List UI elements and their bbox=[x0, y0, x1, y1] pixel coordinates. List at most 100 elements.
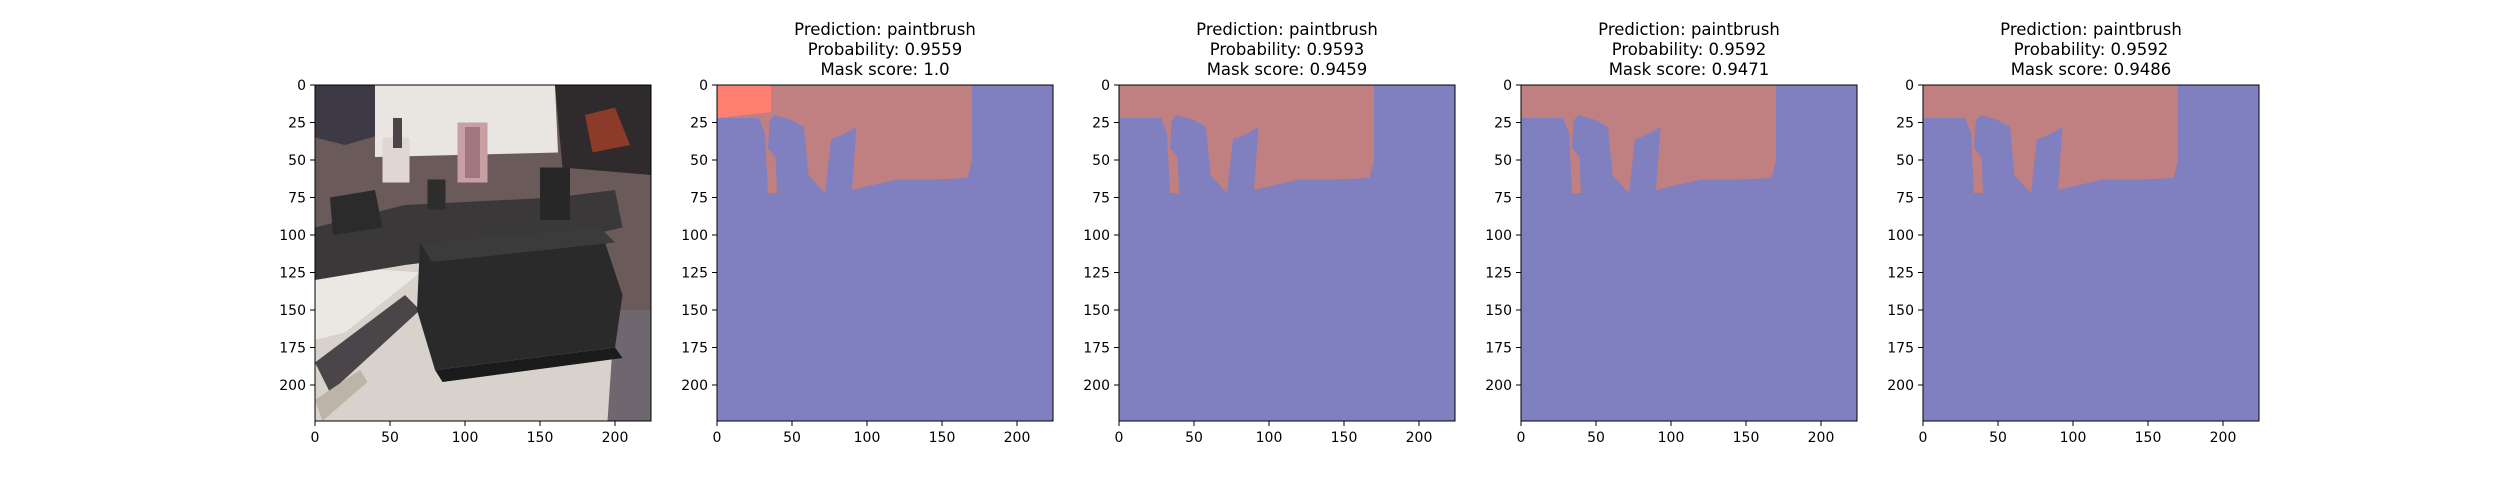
y-tick-label: 150 bbox=[1887, 303, 1914, 319]
x-tick-label: 100 bbox=[1256, 430, 1283, 446]
y-tick-label: 50 bbox=[690, 153, 708, 169]
x-tick-label: 0 bbox=[1517, 430, 1526, 446]
y-tick-label: 25 bbox=[1092, 116, 1110, 132]
mask-region bbox=[1923, 85, 2178, 193]
x-tick-label: 150 bbox=[527, 430, 554, 446]
y-tick-label: 200 bbox=[279, 378, 306, 394]
x-tick-label: 50 bbox=[1989, 430, 2007, 446]
photo-model-train bbox=[315, 85, 651, 421]
x-tick-label: 200 bbox=[2210, 430, 2237, 446]
y-tick-label: 200 bbox=[1887, 378, 1914, 394]
x-tick-label: 200 bbox=[602, 430, 629, 446]
x-tick-label: 50 bbox=[381, 430, 399, 446]
mask-region bbox=[1521, 85, 1776, 193]
x-tick-label: 100 bbox=[452, 430, 479, 446]
x-tick-label: 200 bbox=[1406, 430, 1433, 446]
x-tick-label: 0 bbox=[311, 430, 320, 446]
title-probability: Probability: 0.9592 bbox=[1612, 40, 1767, 59]
plot-area bbox=[1923, 85, 2259, 421]
x-tick-label: 100 bbox=[1658, 430, 1685, 446]
segmentation-mask bbox=[1923, 85, 2259, 421]
y-tick-label: 50 bbox=[1896, 153, 1914, 169]
y-tick-label: 75 bbox=[288, 191, 306, 207]
x-tick-label: 0 bbox=[713, 430, 722, 446]
panel-4: 0 50 100 150 200 0 25 50 75 100 125 150 175 200 Predic… bbox=[1485, 20, 1858, 446]
y-tick-label: 75 bbox=[1896, 191, 1914, 207]
panel-2: 0 50 100 150 200 0 25 50 75 100 125 150 175 200 Predic… bbox=[681, 20, 1054, 446]
y-tick-label: 125 bbox=[681, 266, 708, 282]
y-tick-label: 150 bbox=[1083, 303, 1110, 319]
y-tick-label: 175 bbox=[1083, 341, 1110, 357]
x-tick-label: 50 bbox=[783, 430, 801, 446]
title-prediction: Prediction: paintbrush bbox=[794, 20, 976, 39]
x-tick-label: 200 bbox=[1808, 430, 1835, 446]
x-tick-label: 150 bbox=[1331, 430, 1358, 446]
x-tick-label: 100 bbox=[2060, 430, 2087, 446]
segmentation-mask bbox=[717, 85, 1053, 421]
plot-area bbox=[717, 85, 1053, 421]
x-tick-label: 150 bbox=[2135, 430, 2162, 446]
y-tick-label: 75 bbox=[690, 191, 708, 207]
mask-region bbox=[717, 85, 972, 193]
y-tick-label: 100 bbox=[681, 228, 708, 244]
y-tick-label: 50 bbox=[288, 153, 306, 169]
title-prediction: Prediction: paintbrush bbox=[1196, 20, 1378, 39]
plot-area bbox=[315, 85, 651, 421]
y-tick-label: 0 bbox=[1101, 78, 1110, 94]
y-tick-label: 175 bbox=[1485, 341, 1512, 357]
y-tick-label: 25 bbox=[690, 116, 708, 132]
y-tick-label: 50 bbox=[1494, 153, 1512, 169]
y-tick-label: 175 bbox=[279, 341, 306, 357]
y-tick-label: 100 bbox=[1887, 228, 1914, 244]
axes-frame bbox=[1520, 84, 1858, 422]
y-tick-label: 0 bbox=[1905, 78, 1914, 94]
panel-5: 0 50 100 150 200 0 25 50 75 100 125 150 175 200 Predic… bbox=[1887, 20, 2260, 446]
x-tick-label: 0 bbox=[1919, 430, 1928, 446]
title-mask-score: Mask score: 0.9486 bbox=[2011, 60, 2172, 79]
segmentation-mask bbox=[1119, 85, 1455, 421]
segmentation-mask bbox=[1521, 85, 1857, 421]
y-tick-label: 200 bbox=[1083, 378, 1110, 394]
x-tick-label: 50 bbox=[1185, 430, 1203, 446]
title-mask-score: Mask score: 1.0 bbox=[820, 60, 949, 79]
y-tick-label: 175 bbox=[681, 341, 708, 357]
plot-area bbox=[1521, 85, 1857, 421]
y-tick-label: 200 bbox=[681, 378, 708, 394]
axes-frame bbox=[716, 84, 1054, 422]
title-prediction: Prediction: paintbrush bbox=[2000, 20, 2182, 39]
panel-1: 0 50 100 150 200 0 25 50 75 100 125 150 175 200 bbox=[279, 78, 652, 446]
title-probability: Probability: 0.9592 bbox=[2014, 40, 2169, 59]
highlight-region bbox=[717, 85, 771, 118]
y-tick-label: 150 bbox=[681, 303, 708, 319]
plot-area bbox=[1119, 85, 1455, 421]
x-tick-label: 200 bbox=[1004, 430, 1031, 446]
y-tick-label: 25 bbox=[1896, 116, 1914, 132]
y-tick-label: 125 bbox=[1083, 266, 1110, 282]
mask-region bbox=[1119, 85, 1374, 193]
y-tick-label: 0 bbox=[699, 78, 708, 94]
y-tick-label: 150 bbox=[279, 303, 306, 319]
title-probability: Probability: 0.9559 bbox=[808, 40, 963, 59]
axes-frame bbox=[1118, 84, 1456, 422]
y-tick-label: 50 bbox=[1092, 153, 1110, 169]
x-tick-label: 0 bbox=[1115, 430, 1124, 446]
y-tick-label: 100 bbox=[279, 228, 306, 244]
axes-frame bbox=[314, 84, 652, 422]
title-mask-score: Mask score: 0.9471 bbox=[1609, 60, 1770, 79]
x-tick-label: 50 bbox=[1587, 430, 1605, 446]
x-tick-label: 100 bbox=[854, 430, 881, 446]
y-tick-label: 25 bbox=[288, 116, 306, 132]
y-tick-label: 125 bbox=[1887, 266, 1914, 282]
y-tick-label: 0 bbox=[1503, 78, 1512, 94]
title-mask-score: Mask score: 0.9459 bbox=[1207, 60, 1368, 79]
y-tick-label: 125 bbox=[1485, 266, 1512, 282]
y-tick-label: 175 bbox=[1887, 341, 1914, 357]
y-tick-label: 100 bbox=[1485, 228, 1512, 244]
y-tick-label: 125 bbox=[279, 266, 306, 282]
title-prediction: Prediction: paintbrush bbox=[1598, 20, 1780, 39]
title-probability: Probability: 0.9593 bbox=[1210, 40, 1365, 59]
y-tick-label: 200 bbox=[1485, 378, 1512, 394]
y-tick-label: 25 bbox=[1494, 116, 1512, 132]
x-tick-label: 150 bbox=[1733, 430, 1760, 446]
